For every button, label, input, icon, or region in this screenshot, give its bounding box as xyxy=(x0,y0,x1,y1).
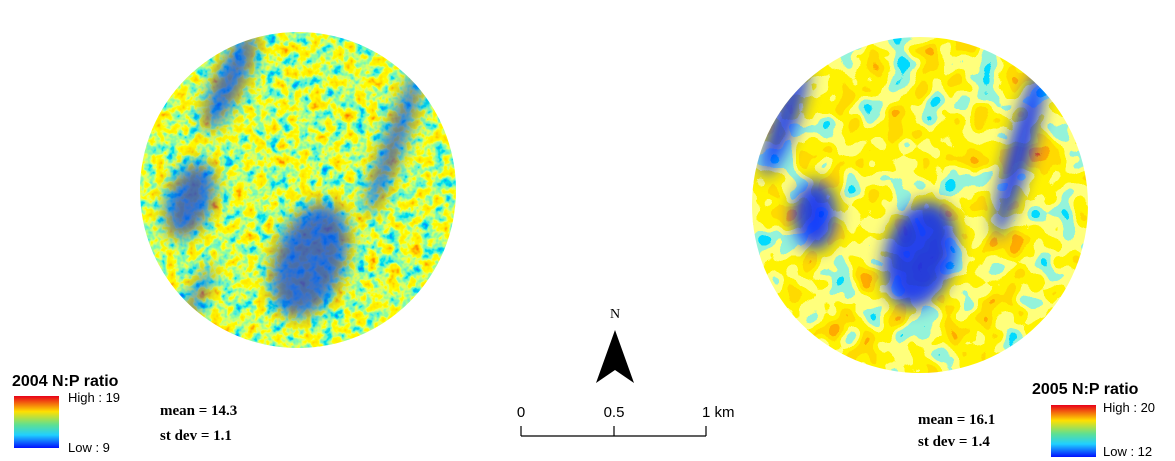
north-arrow xyxy=(596,330,634,383)
mean: mean = 16.1 xyxy=(918,412,995,428)
legend-title: 2004 N:P ratio xyxy=(12,373,119,390)
legend-high: High : 19 xyxy=(68,390,120,405)
figure: 2004 N:P ratio High : 19 Low : 9 mean = … xyxy=(0,0,1175,461)
north-label: N xyxy=(610,307,620,322)
legend-ramp xyxy=(14,396,59,448)
page: {"maps": [ {"title": "2004 N:P ratio", "… xyxy=(0,0,1175,461)
legend-title: 2005 N:P ratio xyxy=(1032,381,1139,398)
legend-ramp xyxy=(1051,405,1096,457)
scale-bar xyxy=(521,426,706,436)
map-2005 xyxy=(752,37,1088,373)
scale-label: 1 km xyxy=(702,404,735,421)
legend-low: Low : 12 xyxy=(1103,444,1152,459)
scale-label: 0 xyxy=(517,404,525,421)
mean: mean = 14.3 xyxy=(160,403,237,419)
st-dev: st dev = 1.1 xyxy=(160,428,232,444)
legend-low: Low : 9 xyxy=(68,440,110,455)
map-2004 xyxy=(140,24,456,348)
legend-high: High : 20 xyxy=(1103,400,1155,415)
scale-label: 0.5 xyxy=(604,404,625,421)
st-dev: st dev = 1.4 xyxy=(918,434,990,450)
